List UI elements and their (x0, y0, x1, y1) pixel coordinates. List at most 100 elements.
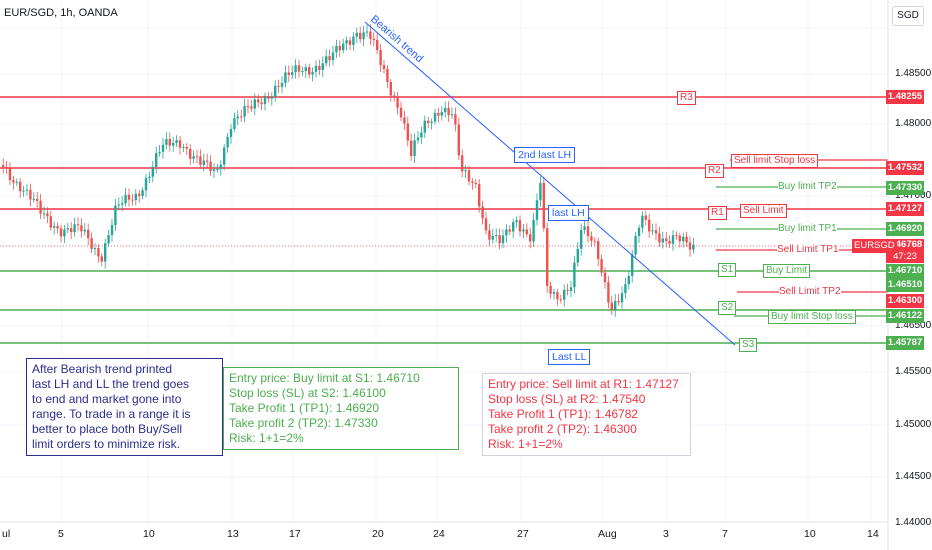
s2-price-tag: 1.46122 (886, 309, 924, 323)
candle-body (5, 166, 8, 168)
candle-body (461, 155, 464, 172)
candle-body (253, 99, 256, 109)
buy-line: Entry price: Buy limit at S1: 1.46710 (229, 371, 420, 385)
buy-line: Take profit 2 (TP2): 1.47330 (229, 416, 378, 430)
s3-price-tag: 1.45787 (886, 336, 924, 350)
candle-body (134, 193, 137, 201)
candle-body (274, 85, 277, 97)
candle-body (226, 136, 229, 148)
candle-body (491, 235, 494, 240)
price-tick: 1.45000 (895, 419, 932, 430)
candle-body (692, 244, 695, 250)
candle-body (80, 225, 83, 232)
candle-body (399, 107, 403, 118)
candle-body (284, 72, 287, 83)
candle-body (576, 248, 579, 263)
candle-body (216, 168, 219, 170)
candles (2, 24, 695, 317)
price-tick: 1.45500 (895, 366, 932, 377)
candle-body (161, 144, 165, 152)
candle-body (603, 272, 607, 283)
symbol-header[interactable]: EUR/SGD, 1h, OANDA (4, 7, 118, 19)
candle-body (365, 31, 369, 33)
candle-body (155, 153, 158, 167)
currency-button[interactable]: SGD (892, 6, 924, 26)
s3-tag: S3 (739, 338, 758, 352)
sell-line: Stop loss (SL) at R2: 1.47540 (488, 392, 646, 406)
sell-line: Entry price: Sell limit at R1: 1.47127 (488, 377, 679, 391)
candle-body (165, 138, 168, 145)
candle-body (569, 287, 573, 291)
candle-body (56, 226, 59, 229)
candle-body (624, 284, 627, 294)
candle-body (151, 166, 154, 177)
candle-body (175, 140, 178, 143)
candle-body (39, 200, 42, 214)
candle-body (641, 215, 644, 228)
candle-body (172, 142, 175, 146)
candle-body (525, 229, 528, 235)
candle-body (413, 140, 416, 156)
price-tick: 1.44000 (895, 517, 932, 528)
candle-body (189, 148, 192, 159)
candle-body (678, 235, 681, 242)
sell-limit-tp1-note: Sell Limit TP1 (777, 244, 839, 256)
explain-line: limit orders to minimize risk. (32, 437, 181, 451)
candle-body (359, 32, 362, 40)
candle-body (430, 121, 433, 123)
buy-tp1-price-tag: 1.46920 (886, 222, 924, 236)
candle-body (144, 177, 148, 191)
candle-body (304, 67, 307, 72)
candle-body (583, 226, 586, 231)
candle-body (243, 106, 246, 117)
candle-body (342, 43, 345, 51)
last-ll-label: Last LL (548, 349, 591, 365)
candle-body (393, 95, 396, 98)
price-tick: 1.44500 (895, 471, 932, 482)
candle-body (331, 52, 335, 61)
candle-body (73, 224, 76, 233)
candle-body (19, 181, 22, 192)
s1-tag: S1 (718, 263, 737, 277)
candle-body (100, 256, 103, 262)
candle-body (508, 229, 511, 232)
candle-body (610, 302, 613, 310)
candle-body (416, 137, 420, 141)
candle-body (12, 180, 15, 183)
candle-body (573, 262, 576, 288)
candle-body (328, 56, 331, 61)
candle-body (32, 198, 35, 200)
candle-body (389, 81, 392, 96)
candle-body (15, 181, 18, 183)
candle-body (457, 124, 460, 156)
candle-body (563, 289, 566, 300)
candle-body (467, 170, 471, 182)
candle-body (580, 230, 583, 249)
candle-body (131, 199, 134, 201)
candle-body (593, 240, 596, 242)
candle-body (498, 235, 501, 244)
candle-body (478, 184, 481, 207)
candle-body (668, 240, 671, 244)
r3-tag: R3 (677, 91, 696, 105)
sell-line: Take Profit 1 (TP1): 1.46782 (488, 407, 639, 421)
r1-tag: R1 (708, 206, 727, 220)
r2-tag: R2 (705, 164, 724, 178)
candle-body (127, 194, 131, 200)
candle-body (352, 36, 355, 45)
candle-body (70, 228, 73, 233)
candle-body (685, 236, 688, 243)
candle-body (406, 123, 409, 141)
candle-body (338, 45, 341, 51)
candle-body (637, 227, 641, 236)
candle-body (29, 189, 32, 200)
candle-body (267, 95, 270, 99)
candle-body (369, 31, 372, 40)
bearish-trend-line[interactable] (364, 21, 736, 346)
candle-body (107, 235, 110, 244)
candle-body (396, 97, 399, 108)
candle-body (444, 108, 447, 113)
candle-body (542, 182, 545, 229)
buy-line: Take Profit 1 (TP1): 1.46920 (229, 401, 380, 415)
candle-body (199, 156, 202, 165)
